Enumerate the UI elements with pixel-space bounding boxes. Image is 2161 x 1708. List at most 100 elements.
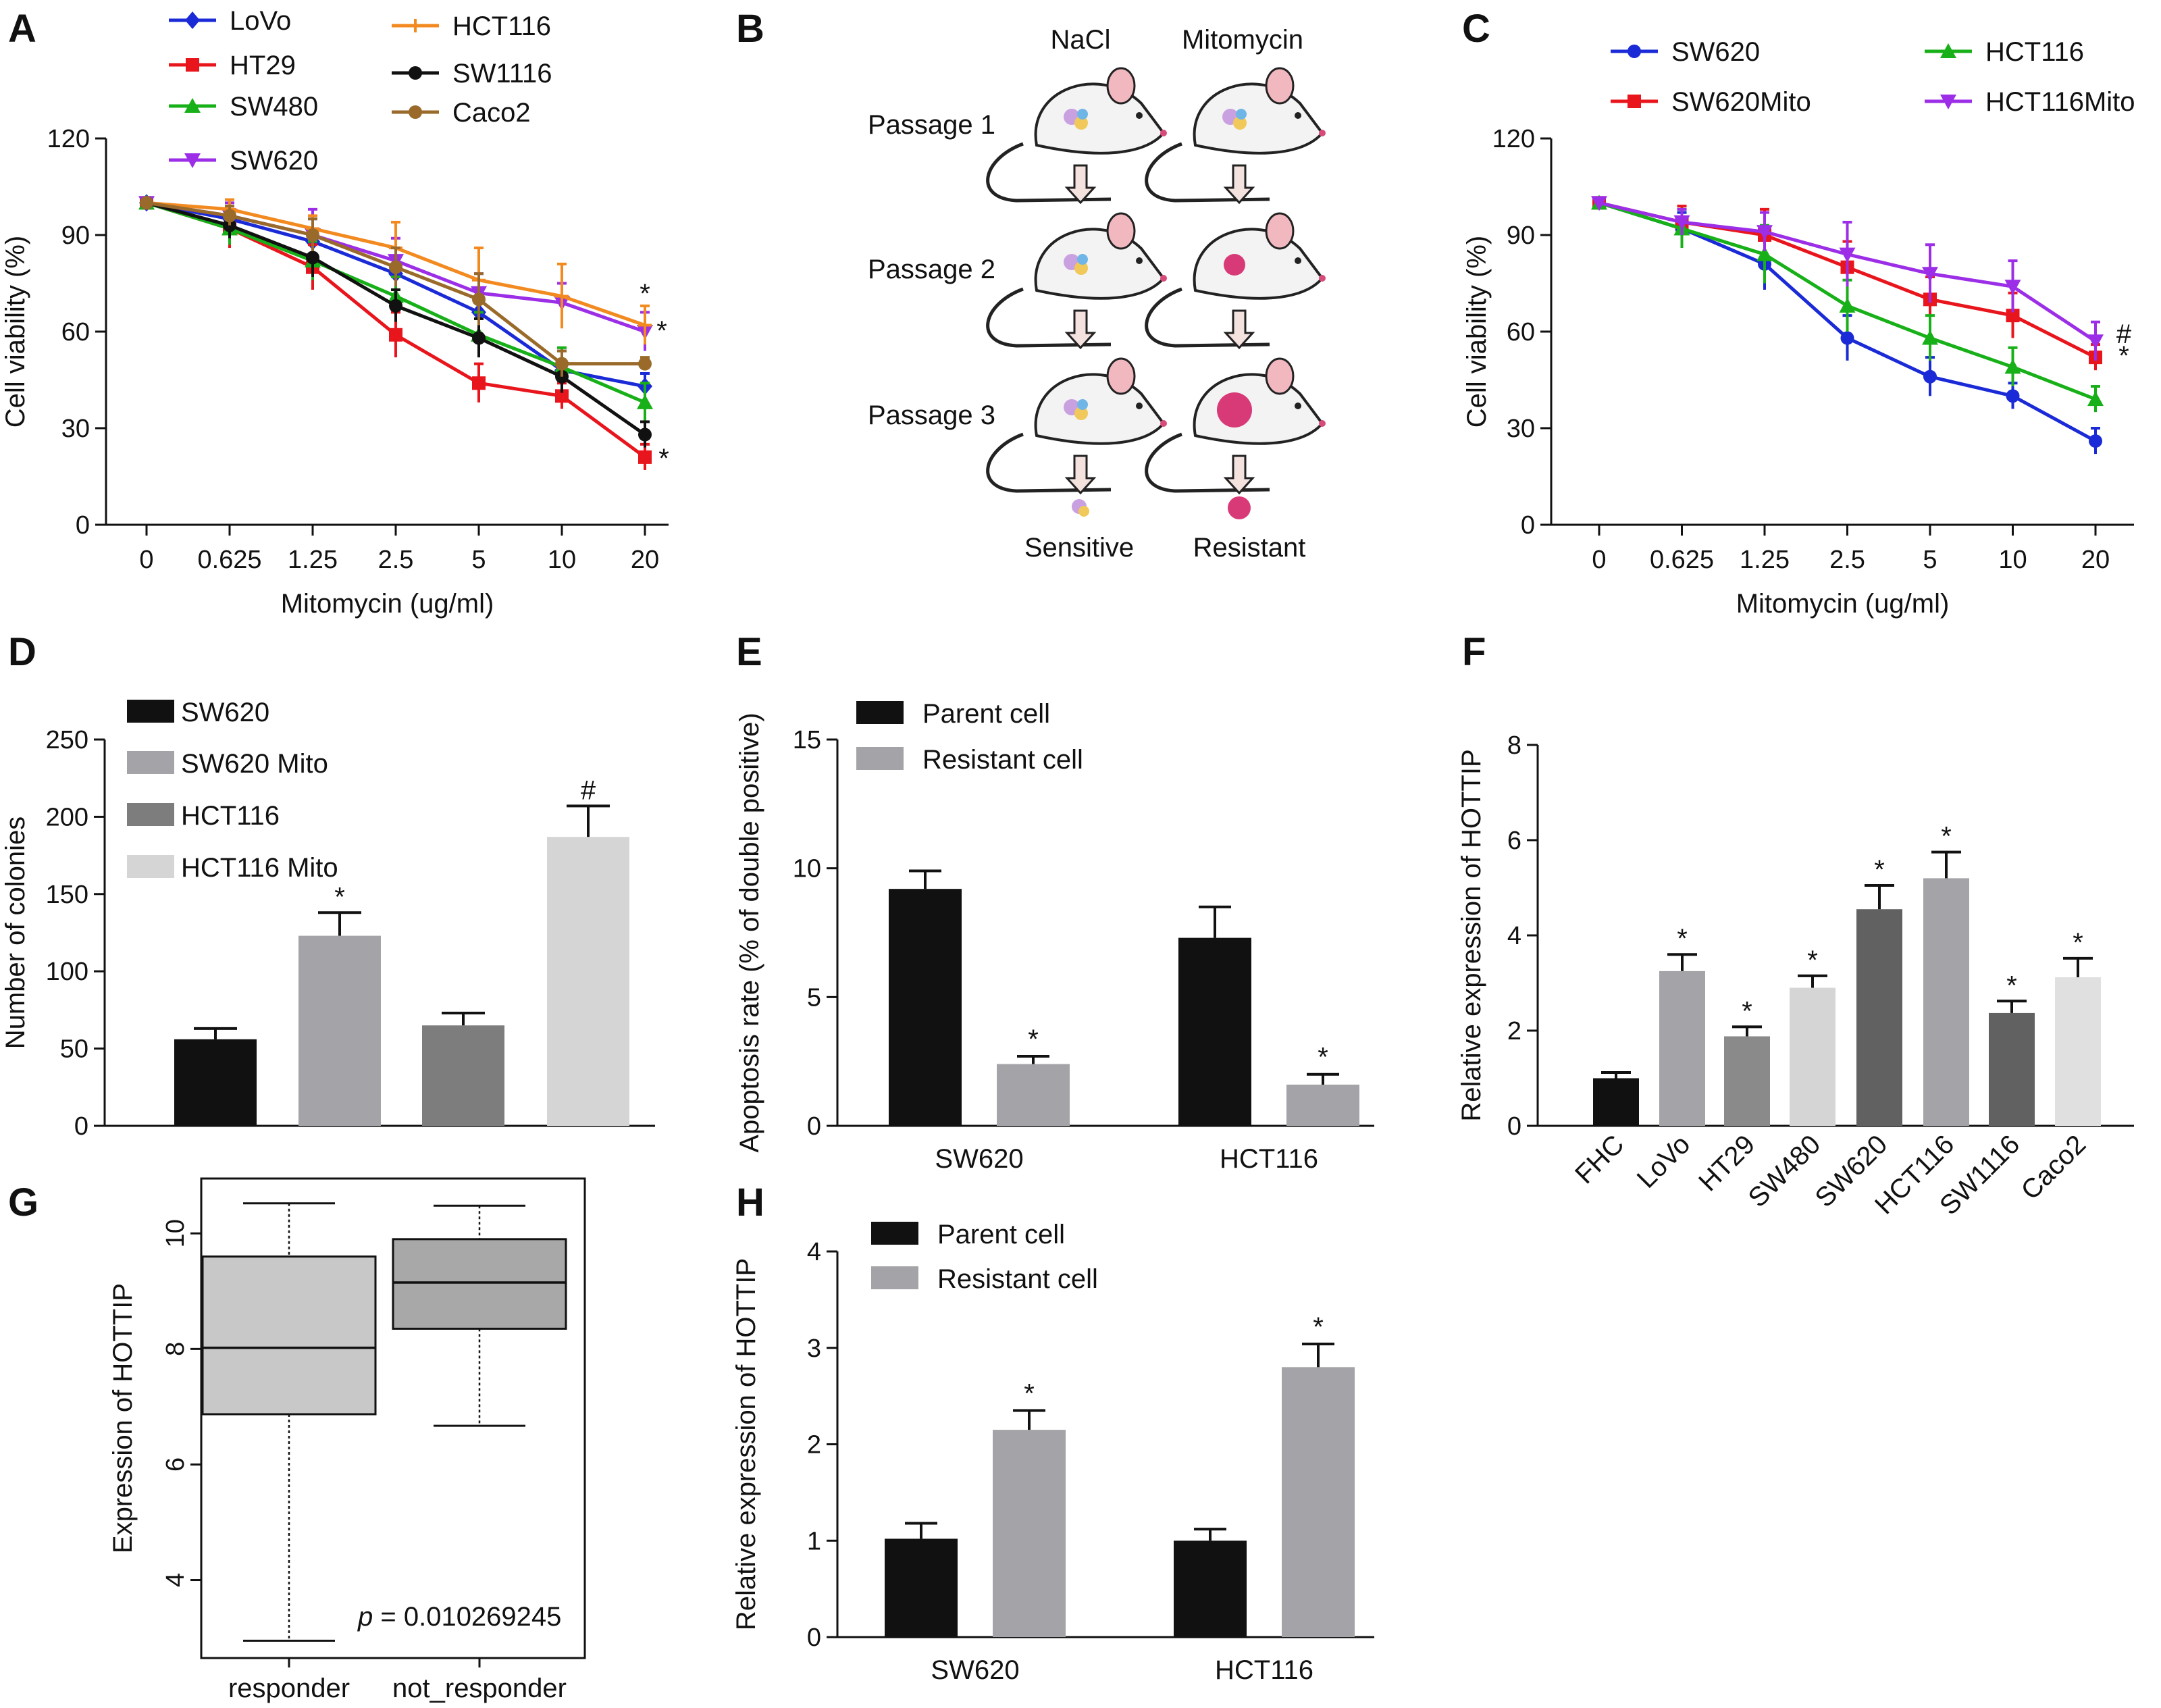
down-arrow	[1064, 455, 1097, 495]
legend-label: SW620	[230, 146, 318, 176]
x-tick-label: 10	[548, 546, 576, 574]
legend-label: SW480	[230, 92, 318, 122]
data-point	[472, 376, 486, 390]
bar-hct116-mito	[547, 837, 629, 1126]
y-tick-label: 10	[793, 855, 821, 883]
y-axis-label: Cell viability (%)	[1462, 236, 1492, 428]
legend-item-hct116: HCT116	[1925, 37, 2084, 67]
panel-label-h: H	[736, 1181, 764, 1224]
x-axis-label: Mitomycin (ug/ml)	[281, 589, 494, 619]
y-tick-label: 60	[61, 318, 90, 346]
x-tick-label: not_responder	[392, 1674, 567, 1703]
down-arrow	[1064, 309, 1097, 350]
data-point	[409, 105, 422, 119]
data-point	[555, 389, 569, 403]
significance-marker: *	[1807, 946, 1818, 975]
x-tick-label: 20	[2081, 546, 2110, 574]
mouse-eye	[1136, 403, 1143, 409]
panel-label-c: C	[1462, 7, 1490, 51]
tumor-output-sensitive	[1078, 506, 1089, 517]
legend-label: SW620 Mito	[181, 749, 328, 779]
data-point	[140, 196, 153, 210]
x-tick-label: 2.5	[378, 546, 414, 574]
bar-resistant-cell-sw620	[993, 1430, 1066, 1637]
legend-item-hct116mito: HCT116Mito	[1925, 87, 2135, 117]
legend-label: SW1116	[452, 59, 552, 88]
data-point	[2004, 280, 2021, 295]
significance-marker: *	[658, 444, 669, 473]
data-point	[638, 357, 652, 371]
y-tick-label: 15	[793, 726, 821, 754]
legend-swatch	[127, 751, 174, 774]
y-tick-label: 0	[807, 1112, 821, 1141]
data-point	[1756, 246, 1773, 261]
bar-hct116	[422, 1025, 504, 1126]
legend-label: SW620	[181, 698, 269, 727]
mouse-mitomycin	[1145, 67, 1326, 203]
row-label-passage-1: Passage 1	[868, 110, 995, 140]
legend-item-ht29: HT29	[169, 51, 296, 80]
data-point	[638, 318, 652, 332]
data-point	[637, 394, 653, 409]
data-point	[2006, 389, 2020, 403]
mouse-nose	[1319, 275, 1326, 282]
passage-diagram: NaCl Mitomycin Passage 1 Passage 2 Passa…	[868, 25, 1326, 563]
mouse-mitomycin	[1145, 212, 1326, 348]
x-tick-label: 0.625	[1650, 546, 1714, 574]
y-axis-label: Relative expression of HOTTIP	[731, 1258, 761, 1630]
bar-parent-cell-sw620	[885, 1538, 958, 1637]
mouse-ear	[1265, 212, 1295, 250]
p-value-symbol: p	[357, 1602, 373, 1632]
data-point	[1922, 267, 1938, 282]
row-label-passage-3: Passage 3	[868, 400, 995, 430]
significance-marker: *	[1313, 1312, 1324, 1342]
bar-sw1116	[1989, 1012, 2035, 1126]
mouse-eye	[1295, 257, 1301, 264]
legend-label: Resistant cell	[937, 1264, 1098, 1294]
legend-item-sw1116: SW1116	[392, 59, 552, 88]
legend-label: HCT116	[181, 801, 280, 831]
x-tick-label: 2.5	[1829, 546, 1865, 574]
data-point	[389, 328, 402, 342]
box-not-responder	[392, 1204, 567, 1427]
significance-marker: *	[2118, 341, 2129, 371]
mouse-nose	[1160, 420, 1167, 427]
y-tick-label: 60	[1507, 318, 1535, 346]
data-point	[2087, 391, 2104, 407]
box-plot-g: 4 6 8 10 Expression of HOTTIP responder not_re…	[108, 1177, 586, 1703]
down-arrow	[1064, 164, 1097, 205]
panel-label-f: F	[1462, 630, 1486, 674]
data-point	[184, 98, 201, 113]
y-tick-label: 5	[807, 983, 821, 1012]
x-tick-label: 5	[471, 546, 486, 574]
y-axis-label: Cell viability (%)	[1, 236, 30, 428]
tumor-resistant	[1217, 392, 1252, 428]
data-point	[186, 58, 199, 72]
legend-item-lovo: LoVo	[169, 6, 291, 36]
significance-marker: *	[2073, 928, 2083, 958]
column-label-nacl: NaCl	[1051, 25, 1111, 55]
legend-swatch	[127, 855, 174, 878]
significance-marker: *	[1874, 855, 1885, 885]
legend-item-parent-cell: Parent cell	[856, 699, 1050, 729]
significance-marker: *	[2006, 971, 2017, 1000]
box-responder	[201, 1202, 377, 1642]
tumor-resistant	[1224, 254, 1245, 276]
mouse-ear	[1106, 212, 1136, 250]
mouse-tail	[1145, 142, 1270, 203]
y-tick-label: 2	[1507, 1017, 1521, 1045]
x-tick-label: 1.25	[288, 546, 338, 574]
series-hct116mito	[1591, 196, 2104, 361]
data-point	[306, 251, 319, 265]
mouse-ear	[1106, 357, 1136, 395]
legend-label: HCT116 Mito	[181, 853, 338, 883]
legend-item-sw620: SW620	[127, 698, 269, 727]
column-label-mitomycin: Mitomycin	[1182, 25, 1303, 55]
mouse-eye	[1136, 257, 1143, 264]
data-point	[2006, 309, 2020, 323]
data-point	[389, 299, 402, 313]
legend-label: SW620	[1671, 37, 1760, 67]
mouse-nacl	[986, 357, 1167, 493]
legend-item-hct116: HCT116	[127, 801, 280, 831]
significance-marker: *	[1941, 822, 1952, 852]
